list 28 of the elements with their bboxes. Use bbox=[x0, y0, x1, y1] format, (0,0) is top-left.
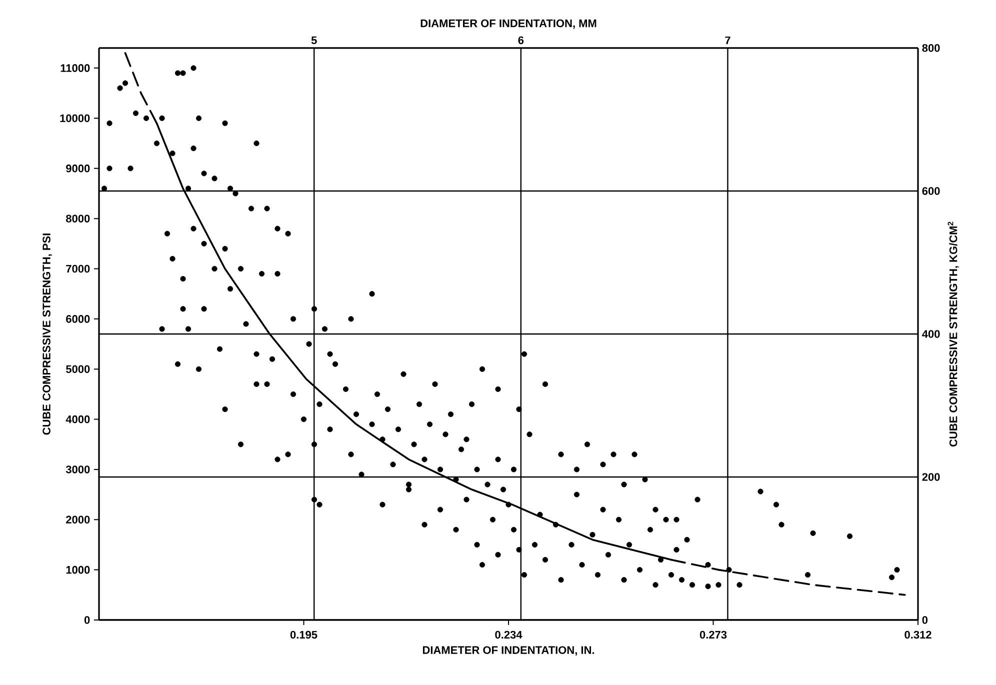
y-tick-label: 1000 bbox=[66, 566, 90, 574]
y2-tick-label: 600 bbox=[922, 187, 940, 195]
x2-tick-label: 5 bbox=[311, 36, 317, 44]
y-axis-title: CUBE COMPRESSIVE STRENGTH, PSI bbox=[42, 234, 52, 435]
y-tick-label: 8000 bbox=[66, 214, 90, 222]
x-tick-label: 0.195 bbox=[290, 630, 318, 639]
x-tick-label: 0.312 bbox=[904, 630, 932, 639]
y2-axis-title: CUBE COMPRESSIVE STRENGTH, KG/CM$^{2}$ bbox=[948, 222, 959, 447]
x2-axis-title: DIAMETER OF INDENTATION, MM bbox=[420, 19, 596, 29]
y-tick-label: 11000 bbox=[60, 64, 90, 72]
y-tick-label: 10000 bbox=[60, 114, 90, 122]
y-tick-label: 2000 bbox=[66, 516, 90, 524]
x-axis-title: DIAMETER OF INDENTATION, IN. bbox=[422, 646, 594, 656]
x-tick-label: 0.234 bbox=[495, 630, 522, 639]
x-tick-label: 0.273 bbox=[700, 630, 727, 639]
x2-tick-label: 7 bbox=[725, 36, 730, 44]
x2-tick-label: 6 bbox=[518, 36, 524, 44]
y-tick-label: 3000 bbox=[66, 466, 90, 474]
y-tick-label: 6000 bbox=[66, 315, 90, 323]
y-tick-label: 7000 bbox=[66, 264, 90, 273]
y-tick-label: 4000 bbox=[66, 415, 90, 424]
y2-tick-label: 0 bbox=[922, 616, 928, 624]
y2-tick-label: 400 bbox=[922, 330, 940, 338]
y-tick-label: 9000 bbox=[66, 164, 90, 172]
y2-tick-label: 200 bbox=[922, 473, 940, 481]
y-tick-label: 5000 bbox=[66, 365, 90, 374]
y-tick-label: 0 bbox=[84, 616, 90, 624]
y2-tick-label: 800 bbox=[922, 44, 940, 52]
